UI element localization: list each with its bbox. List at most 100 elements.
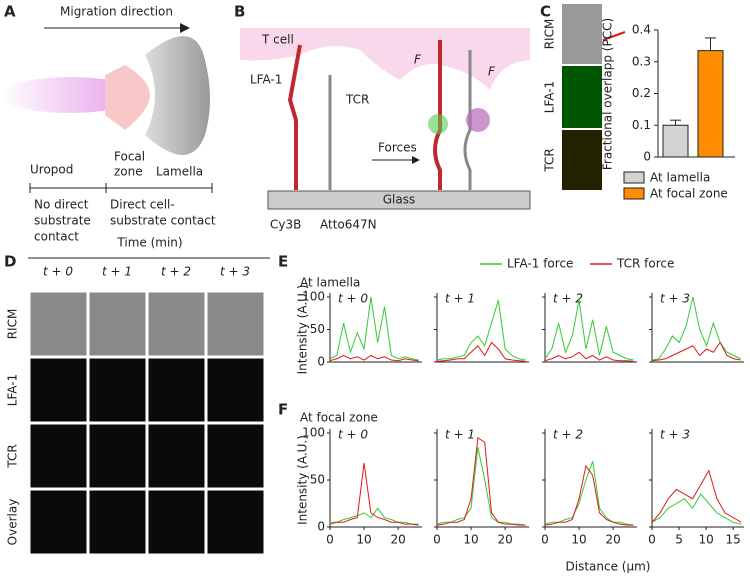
- legend-label: LFA-1 force: [507, 257, 573, 271]
- row-label: TCR: [543, 148, 557, 172]
- dye-label: Cy3B: [270, 218, 301, 232]
- time-label: t + 1: [445, 292, 475, 306]
- zone-label: zone: [114, 165, 143, 179]
- time-label: t + 3: [660, 292, 690, 306]
- legend-swatch: [623, 187, 645, 200]
- micrograph: [206, 357, 265, 423]
- contact-label: substrate contact: [110, 214, 216, 228]
- micrograph: [206, 489, 265, 555]
- x-tick-label: 20: [606, 533, 621, 547]
- micrograph: [29, 357, 88, 423]
- y-tick-label: 0.2: [632, 86, 651, 100]
- y-axis-label: Intensity (A.U.): [296, 285, 310, 375]
- a-title: Migration direction: [60, 5, 173, 19]
- contact-label: substrate: [34, 214, 91, 228]
- time-label: t + 2: [161, 265, 191, 279]
- cell-label: T cell: [261, 33, 294, 47]
- y-tick-label: 0.1: [632, 118, 651, 132]
- y-tick-label: 50: [310, 322, 325, 336]
- row-label: LFA-1: [6, 374, 20, 406]
- force-trace: [436, 300, 526, 361]
- legend-label: At focal zone: [650, 187, 728, 201]
- fluorescence: [428, 114, 448, 134]
- x-tick-label: 10: [463, 533, 478, 547]
- time-label: t + 2: [553, 428, 583, 442]
- arrow: [602, 31, 626, 41]
- forces-label: Forces: [378, 141, 417, 155]
- force-trace: [436, 446, 526, 526]
- panel-label: E: [278, 253, 288, 271]
- x-tick-label: 10: [698, 533, 713, 547]
- time-label: t + 1: [102, 265, 132, 279]
- fluorescence: [466, 108, 490, 132]
- force-label: F: [488, 65, 496, 79]
- x-tick-label: 0: [648, 533, 656, 547]
- micrograph: [147, 357, 206, 423]
- legend-label: TCR force: [616, 257, 674, 271]
- glass-label: Glass: [383, 193, 416, 207]
- row-label: LFA-1: [543, 81, 557, 113]
- bar: [662, 124, 689, 158]
- panel-label: C: [540, 3, 551, 21]
- legend-swatch: [623, 171, 645, 184]
- panel-label: A: [4, 3, 16, 21]
- panel-label: F: [278, 401, 288, 419]
- y-tick-label: 0.3: [632, 54, 651, 68]
- force-trace: [651, 341, 741, 362]
- x-tick-label: 0: [326, 533, 334, 547]
- row-label: TCR: [6, 444, 20, 468]
- time-label: t + 1: [445, 428, 475, 442]
- x-axis-label: Distance (μm): [566, 560, 651, 574]
- y-tick-label: 0.4: [632, 23, 651, 37]
- panel-label: B: [234, 3, 245, 21]
- time-label: t + 2: [553, 292, 583, 306]
- zone-label: Focal: [114, 150, 145, 164]
- force-trace: [329, 296, 419, 361]
- x-tick-label: 10: [571, 533, 586, 547]
- row-label: RICM: [543, 19, 557, 50]
- x-tick-label: 20: [498, 533, 513, 547]
- row-label: RICM: [6, 309, 20, 340]
- t-cell: [240, 28, 530, 90]
- force-trace: [329, 354, 419, 362]
- ricm-image: [562, 4, 602, 64]
- legend-label: At lamella: [650, 171, 710, 185]
- force-trace: [651, 493, 742, 525]
- force-label: F: [414, 53, 422, 67]
- row-label: Overlay: [6, 499, 20, 546]
- time-label: t + 3: [220, 265, 250, 279]
- zone-label: Uropod: [30, 163, 73, 177]
- force-trace: [651, 296, 741, 361]
- x-tick-label: 15: [726, 533, 741, 547]
- time-label: t + 0: [338, 292, 368, 306]
- micrograph: [88, 423, 147, 489]
- micrograph: [147, 423, 206, 489]
- y-tick-label: 100: [302, 426, 325, 440]
- time-label: t + 0: [338, 428, 368, 442]
- micrograph: [147, 291, 206, 357]
- micrograph: [29, 489, 88, 555]
- focal-shape: [105, 65, 150, 130]
- y-tick-label: 0: [643, 150, 651, 164]
- force-trace: [651, 469, 742, 523]
- force-trace: [544, 300, 634, 361]
- subtitle: At focal zone: [300, 411, 378, 425]
- micrograph: [29, 291, 88, 357]
- micrograph: [29, 423, 88, 489]
- arrow-head: [180, 23, 190, 33]
- time-label: t + 3: [660, 428, 690, 442]
- y-tick-label: 0: [317, 355, 325, 369]
- tcr-molecule: [463, 50, 472, 190]
- force-trace: [436, 341, 526, 362]
- force-trace: [544, 351, 634, 362]
- micrograph: [88, 291, 147, 357]
- y-axis-label: Fractional overlapp (PCC): [601, 18, 615, 170]
- time-label: t + 0: [43, 265, 73, 279]
- tcr-image: [562, 130, 602, 190]
- force-trace: [330, 507, 419, 525]
- force-trace: [436, 436, 526, 526]
- micrograph: [206, 423, 265, 489]
- micrograph: [147, 489, 206, 555]
- glass: [267, 190, 531, 210]
- contact-label: No direct: [34, 198, 89, 212]
